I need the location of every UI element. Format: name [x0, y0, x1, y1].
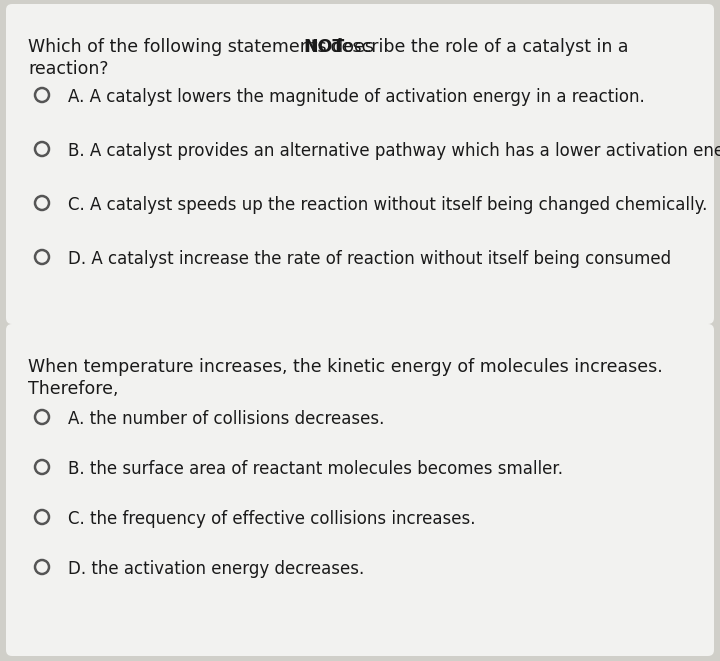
Text: C. A catalyst speeds up the reaction without itself being changed chemically.: C. A catalyst speeds up the reaction wit…: [68, 196, 707, 214]
Text: A. A catalyst lowers the magnitude of activation energy in a reaction.: A. A catalyst lowers the magnitude of ac…: [68, 88, 644, 106]
Text: C. the frequency of effective collisions increases.: C. the frequency of effective collisions…: [68, 510, 475, 528]
FancyBboxPatch shape: [6, 324, 714, 656]
Text: D. A catalyst increase the rate of reaction without itself being consumed: D. A catalyst increase the rate of react…: [68, 250, 671, 268]
Text: Which of the following statements does: Which of the following statements does: [28, 38, 379, 56]
Text: NOT: NOT: [303, 38, 344, 56]
Text: B. the surface area of reactant molecules becomes smaller.: B. the surface area of reactant molecule…: [68, 460, 563, 478]
Text: When temperature increases, the kinetic energy of molecules increases.: When temperature increases, the kinetic …: [28, 358, 662, 376]
Text: describe the role of a catalyst in a: describe the role of a catalyst in a: [325, 38, 629, 56]
Text: A. the number of collisions decreases.: A. the number of collisions decreases.: [68, 410, 384, 428]
Text: D. the activation energy decreases.: D. the activation energy decreases.: [68, 560, 364, 578]
FancyBboxPatch shape: [6, 4, 714, 324]
Text: Therefore,: Therefore,: [28, 380, 119, 398]
Text: reaction?: reaction?: [28, 60, 109, 78]
Text: B. A catalyst provides an alternative pathway which has a lower activation energ: B. A catalyst provides an alternative pa…: [68, 142, 720, 160]
